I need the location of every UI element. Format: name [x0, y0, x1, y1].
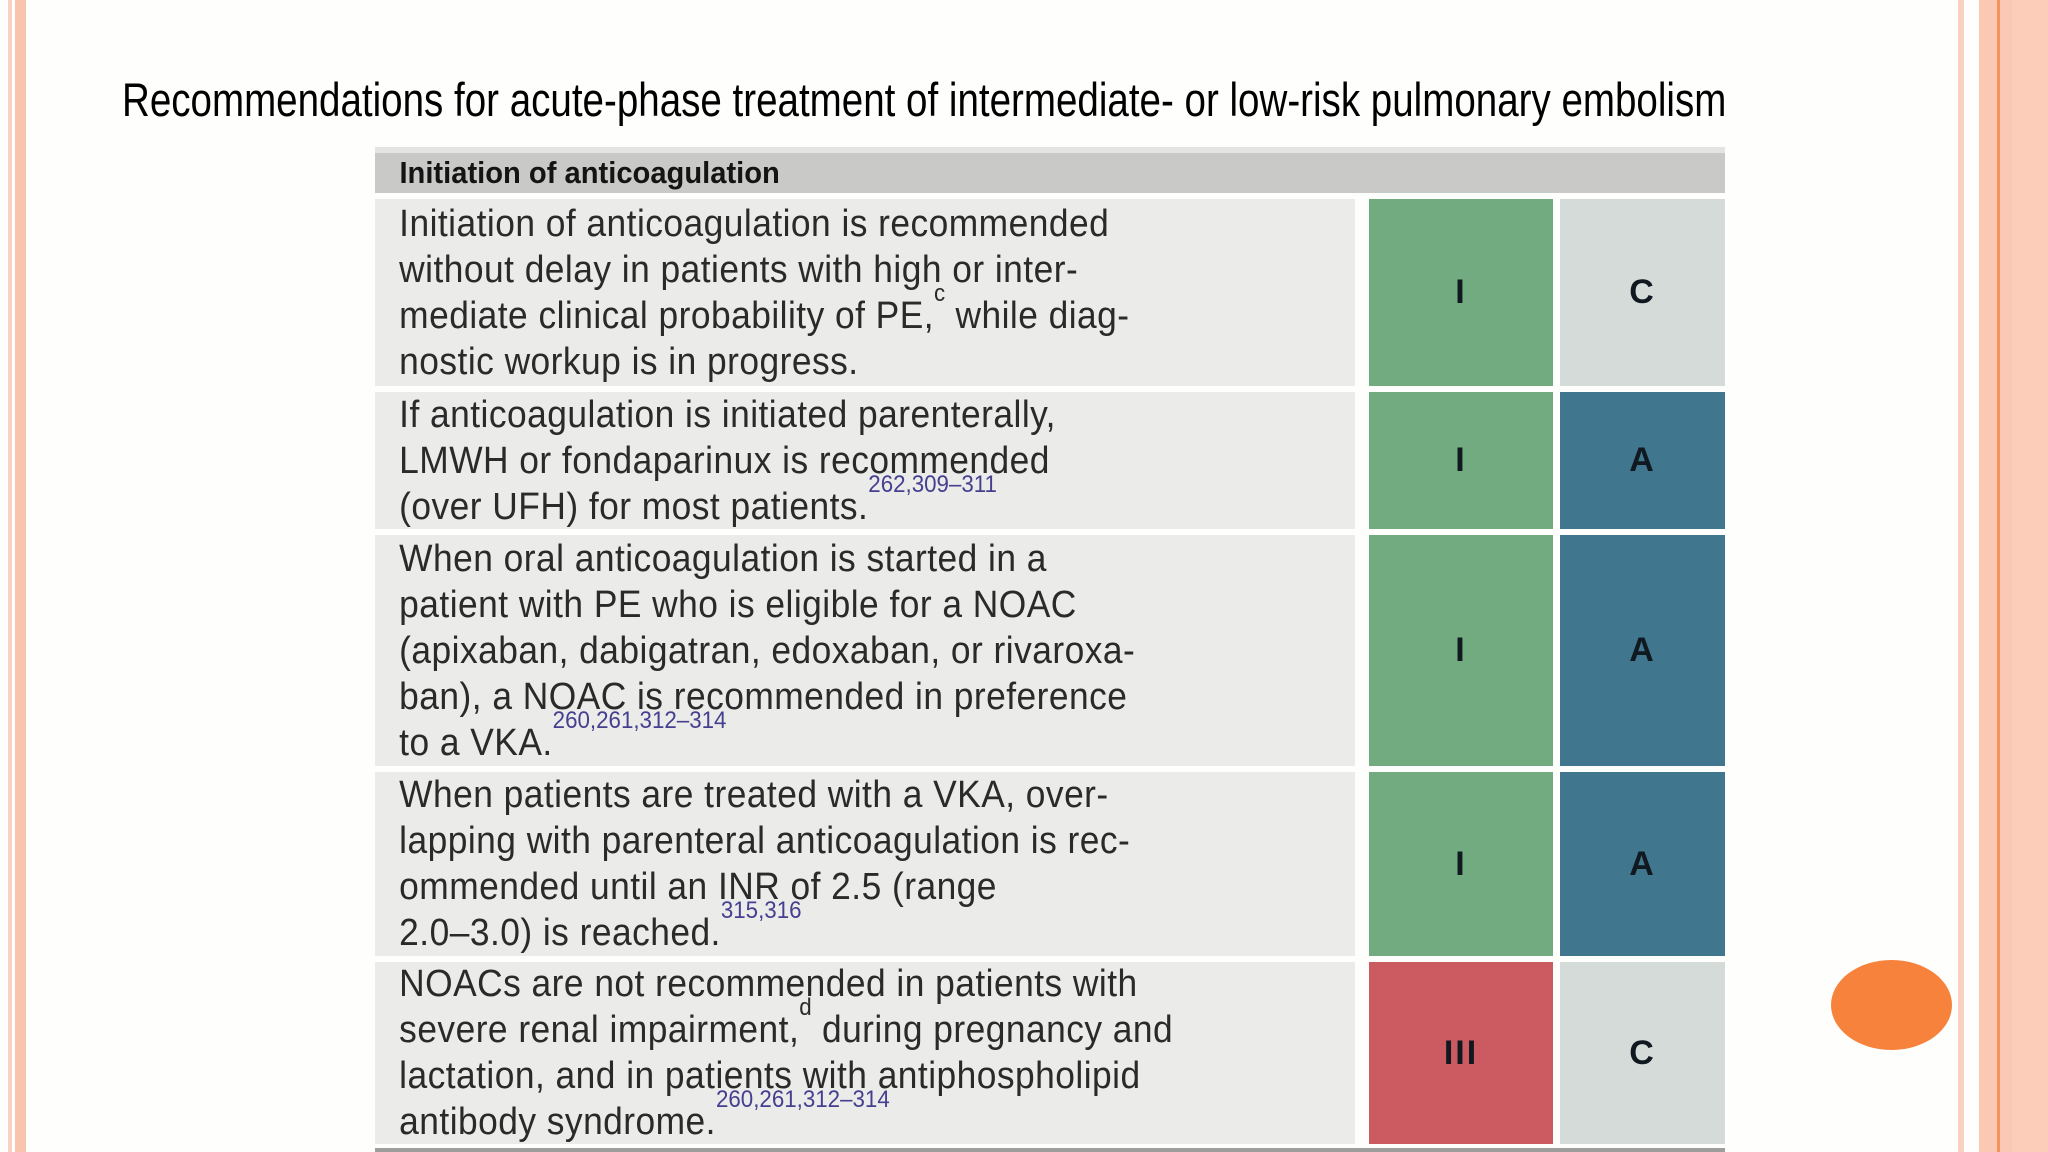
right-border-orange-line: [1997, 0, 2000, 1152]
class-label: I: [1455, 441, 1467, 479]
left-border-thick-stripe: [15, 0, 26, 1152]
level-label: A: [1629, 844, 1656, 883]
table-row: When patients are treated with a VKA, ov…: [375, 772, 1725, 956]
text-line: 2.0–3.0) is reached.315,316: [399, 897, 802, 954]
text-line: nostic workup is in progress.: [399, 340, 859, 383]
recommendation-text-cell: If anticoagulation is initiated parenter…: [375, 392, 1355, 529]
table-row: If anticoagulation is initiated parenter…: [375, 392, 1725, 529]
level-of-evidence-cell: A: [1560, 535, 1725, 766]
level-of-evidence-cell: A: [1560, 392, 1725, 529]
class-of-recommendation-cell: I: [1369, 772, 1553, 956]
level-label: A: [1629, 441, 1656, 479]
recommendation-text: NOACs are not recommended in patients wi…: [375, 961, 1286, 1145]
recommendation-text-cell: When patients are treated with a VKA, ov…: [375, 772, 1355, 956]
recommendation-text-cell: Initiation of anticoagulation is recomme…: [375, 199, 1355, 386]
class-of-recommendation-cell: I: [1369, 199, 1553, 386]
level-label: A: [1629, 631, 1656, 669]
column-gap: [1553, 199, 1560, 386]
text-line: mediate clinical probability of PE,c whi…: [399, 279, 1130, 337]
left-border-thin-stripe: [8, 0, 12, 1152]
recommendation-text: If anticoagulation is initiated parenter…: [375, 392, 1286, 530]
text-line: to a VKA.260,261,312–314: [399, 706, 727, 764]
slide-title: Recommendations for acute-phase treatmen…: [122, 73, 1727, 126]
column-gap: [1355, 772, 1369, 956]
text-line: (over UFH) for most patients.262,309–311: [399, 470, 997, 528]
level-label: C: [1629, 1033, 1656, 1072]
text-line: (apixaban, dabigatran, edoxaban, or riva…: [399, 629, 1136, 672]
right-border-band-light: [2012, 0, 2048, 1152]
class-of-recommendation-cell: I: [1369, 535, 1553, 766]
table-section-header: Initiation of anticoagulation: [375, 153, 1725, 193]
text-line: ommended until an INR of 2.5 (range: [399, 866, 997, 908]
table-row: NOACs are not recommended in patients wi…: [375, 962, 1725, 1144]
class-of-recommendation-cell: III: [1369, 962, 1553, 1144]
class-of-recommendation-cell: I: [1369, 392, 1553, 529]
table-body: Initiation of anticoagulation is recomme…: [375, 199, 1725, 1144]
text-line: ban), a NOAC is recommended in preferenc…: [399, 675, 1128, 718]
text-line: antibody syndrome.260,261,312–314: [399, 1086, 890, 1143]
class-label: III: [1443, 1033, 1479, 1072]
recommendation-text-cell: When oral anticoagulation is started in …: [375, 535, 1355, 766]
table-top-border: [375, 147, 1725, 153]
level-of-evidence-cell: A: [1560, 772, 1725, 956]
column-gap: [1553, 772, 1560, 956]
text-line: LMWH or fondaparinux is recommended: [399, 439, 1050, 482]
column-gap: [1553, 962, 1560, 1144]
text-line: patient with PE who is eligible for a NO…: [399, 583, 1077, 626]
column-gap: [1355, 199, 1369, 386]
column-gap: [1355, 535, 1369, 766]
table-bottom-border: [375, 1148, 1725, 1152]
recommendation-text: Initiation of anticoagulation is recomme…: [375, 201, 1286, 385]
text-line: without delay in patients with high or i…: [399, 248, 1079, 291]
text-line: lapping with parenteral anticoagulation …: [399, 820, 1131, 862]
class-label: I: [1455, 631, 1467, 669]
column-gap: [1355, 392, 1369, 529]
column-gap: [1355, 962, 1369, 1144]
class-label: I: [1455, 273, 1467, 311]
level-of-evidence-cell: C: [1560, 199, 1725, 386]
text-line: If anticoagulation is initiated parenter…: [399, 393, 1056, 436]
class-label: I: [1455, 844, 1467, 883]
recommendation-text-cell: NOACs are not recommended in patients wi…: [375, 962, 1355, 1144]
table-section-header-label: Initiation of anticoagulation: [399, 155, 780, 190]
recommendations-table: Initiation of anticoagulation Initiation…: [375, 147, 1725, 1152]
table-row: Initiation of anticoagulation is recomme…: [375, 199, 1725, 386]
text-line: NOACs are not recommended in patients wi…: [399, 963, 1138, 1005]
right-border-thin-stripe: [1958, 0, 1964, 1152]
text-line: severe renal impairment,d during pregnan…: [399, 994, 1174, 1051]
text-line: Initiation of anticoagulation is recomme…: [399, 202, 1110, 245]
recommendation-text: When patients are treated with a VKA, ov…: [375, 772, 1286, 956]
column-gap: [1553, 535, 1560, 766]
column-gap: [1553, 392, 1560, 529]
level-label: C: [1629, 273, 1656, 311]
recommendation-text: When oral anticoagulation is started in …: [375, 536, 1286, 766]
orange-ellipse-marker: [1831, 960, 1952, 1050]
text-line: When oral anticoagulation is started in …: [399, 537, 1047, 580]
table-row: When oral anticoagulation is started in …: [375, 535, 1725, 766]
level-of-evidence-cell: C: [1560, 962, 1725, 1144]
text-line: lactation, and in patients with antiphos…: [399, 1055, 1141, 1097]
text-line: When patients are treated with a VKA, ov…: [399, 774, 1109, 816]
